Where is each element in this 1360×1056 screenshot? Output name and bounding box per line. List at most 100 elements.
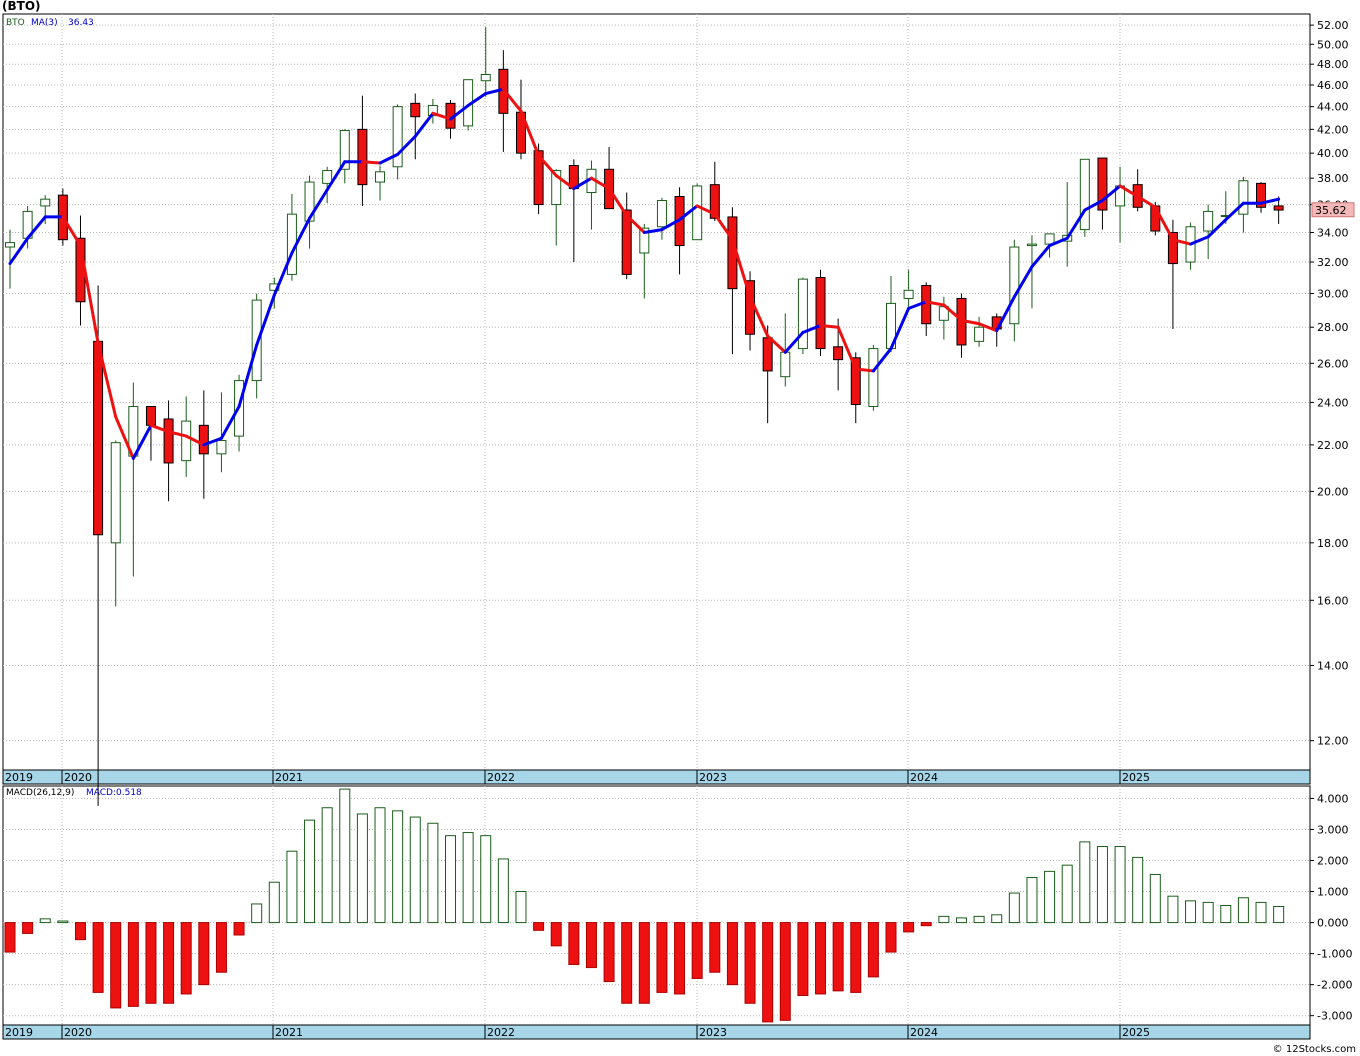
candle-body (1203, 210, 1214, 232)
candle (392, 104, 403, 180)
macd-legend-value: MACD:0.518 (86, 788, 142, 798)
candle-body (339, 130, 350, 170)
price-tick-label: 34.00 (1317, 226, 1349, 239)
price-tick-label: 12.00 (1317, 735, 1349, 748)
macd-bar (215, 922, 227, 973)
ma-line-segment (889, 306, 911, 351)
macd-bar (74, 922, 86, 941)
candle-body (181, 420, 192, 462)
candle-body (1273, 205, 1284, 211)
macd-bar (1061, 864, 1073, 924)
candle (621, 192, 632, 280)
price-tick-label: 20.00 (1317, 485, 1349, 498)
macd-bar (568, 922, 580, 965)
candle-body (216, 439, 227, 455)
candle (1256, 182, 1267, 213)
macd-legend-indicator: MACD(26,12,9) (6, 788, 74, 798)
ma-line-segment (78, 244, 100, 345)
ma-line-segment (1030, 244, 1052, 269)
ma-line-segment (484, 87, 505, 96)
candle (5, 229, 15, 289)
ma-line-segment (1065, 208, 1087, 240)
year-label: 2019 (5, 1026, 33, 1039)
candle (375, 165, 386, 201)
price-tick-label: 28.00 (1317, 321, 1349, 334)
ma-line-segment (766, 334, 787, 354)
ma-line-segment (396, 134, 417, 156)
year-label: 2019 (5, 771, 33, 784)
ma-line-segment (678, 204, 699, 222)
macd-bar (57, 920, 69, 924)
macd-bar (286, 850, 298, 924)
candle (216, 392, 227, 473)
macd-bar (497, 858, 509, 924)
candle-body (551, 170, 562, 206)
macd-bar (462, 832, 474, 924)
candle-body (1079, 158, 1090, 231)
candle (551, 169, 562, 246)
ma-line-segment (466, 92, 488, 108)
ma-line-segment (449, 104, 470, 121)
candle-body (163, 418, 174, 464)
ma-line-segment (1012, 265, 1034, 299)
macd-bar (885, 922, 897, 953)
price-tick-label: 32.00 (1317, 256, 1349, 269)
candle (903, 269, 914, 307)
ma-line-segment (378, 152, 400, 165)
candle-body (533, 150, 544, 206)
macd-bar (621, 922, 633, 1004)
candle-body (903, 289, 914, 299)
candle (339, 129, 350, 184)
year-label: 2023 (699, 771, 727, 784)
candle-body (868, 348, 879, 408)
ma-line-segment (1189, 235, 1210, 246)
candle (709, 161, 720, 222)
ma-line-segment (325, 160, 347, 192)
macd-bar (427, 822, 439, 924)
ma-line-segment (255, 293, 276, 347)
ma-line-segment (219, 405, 241, 440)
candle-body (392, 106, 403, 168)
ma-line-segment (167, 430, 188, 438)
copyright-text: © 12Stocks.com (1272, 1044, 1356, 1055)
macd-bar (550, 922, 562, 947)
ma-line-segment (625, 214, 646, 234)
macd-bar (1237, 897, 1249, 924)
macd-bar (92, 922, 104, 993)
time-axis-band-price (2, 769, 1311, 785)
candle-body (1167, 231, 1178, 265)
price-tick-label: 46.00 (1317, 79, 1349, 92)
candle (1273, 196, 1284, 224)
price-tick-label: 22.00 (1317, 439, 1349, 452)
macd-bar (251, 903, 263, 924)
year-label: 2022 (487, 771, 515, 784)
candle-body (850, 357, 861, 405)
candle-body (322, 170, 333, 184)
macd-bar (392, 810, 404, 924)
year-label: 2021 (275, 771, 303, 784)
macd-bar (973, 915, 985, 924)
candle-body (762, 337, 773, 372)
macd-bar (850, 922, 862, 993)
macd-bar (709, 922, 721, 973)
ma-line-segment (308, 188, 329, 220)
candle-body (639, 227, 650, 254)
last-price-label: 35.62 (1315, 204, 1347, 217)
candle (410, 93, 421, 160)
candle-body (921, 284, 932, 325)
candle-body (1097, 157, 1108, 211)
candle-body (40, 198, 51, 207)
macd-bar (726, 922, 738, 986)
ma-line-segment (1118, 184, 1140, 199)
ma-line-segment (995, 295, 1016, 333)
ma-line-segment (202, 436, 223, 447)
candle-body (833, 346, 844, 361)
ma-line-segment (1171, 238, 1193, 246)
macd-bar (533, 922, 545, 931)
year-label: 2022 (487, 1026, 515, 1039)
macd-bar (1114, 846, 1126, 924)
price-tick-label: 24.00 (1317, 396, 1349, 409)
ma-line-segment (537, 154, 558, 178)
price-tick-label: 16.00 (1317, 594, 1349, 607)
